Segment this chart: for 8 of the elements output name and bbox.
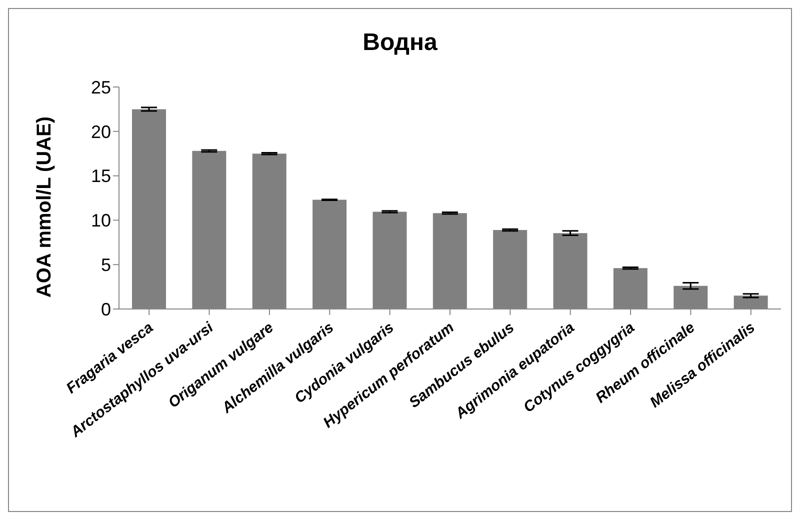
y-tick-label: 10 [90, 210, 111, 231]
y-tick-label: 15 [90, 166, 111, 186]
y-tick-label: 25 [90, 77, 111, 98]
y-axis-title: AOA mmol/L (UAE) [34, 116, 56, 298]
chart-title: Водна [362, 29, 438, 57]
y-tick-label: 0 [100, 299, 111, 320]
y-tick-label: 5 [100, 254, 111, 275]
y-tick-label: 20 [90, 122, 111, 142]
